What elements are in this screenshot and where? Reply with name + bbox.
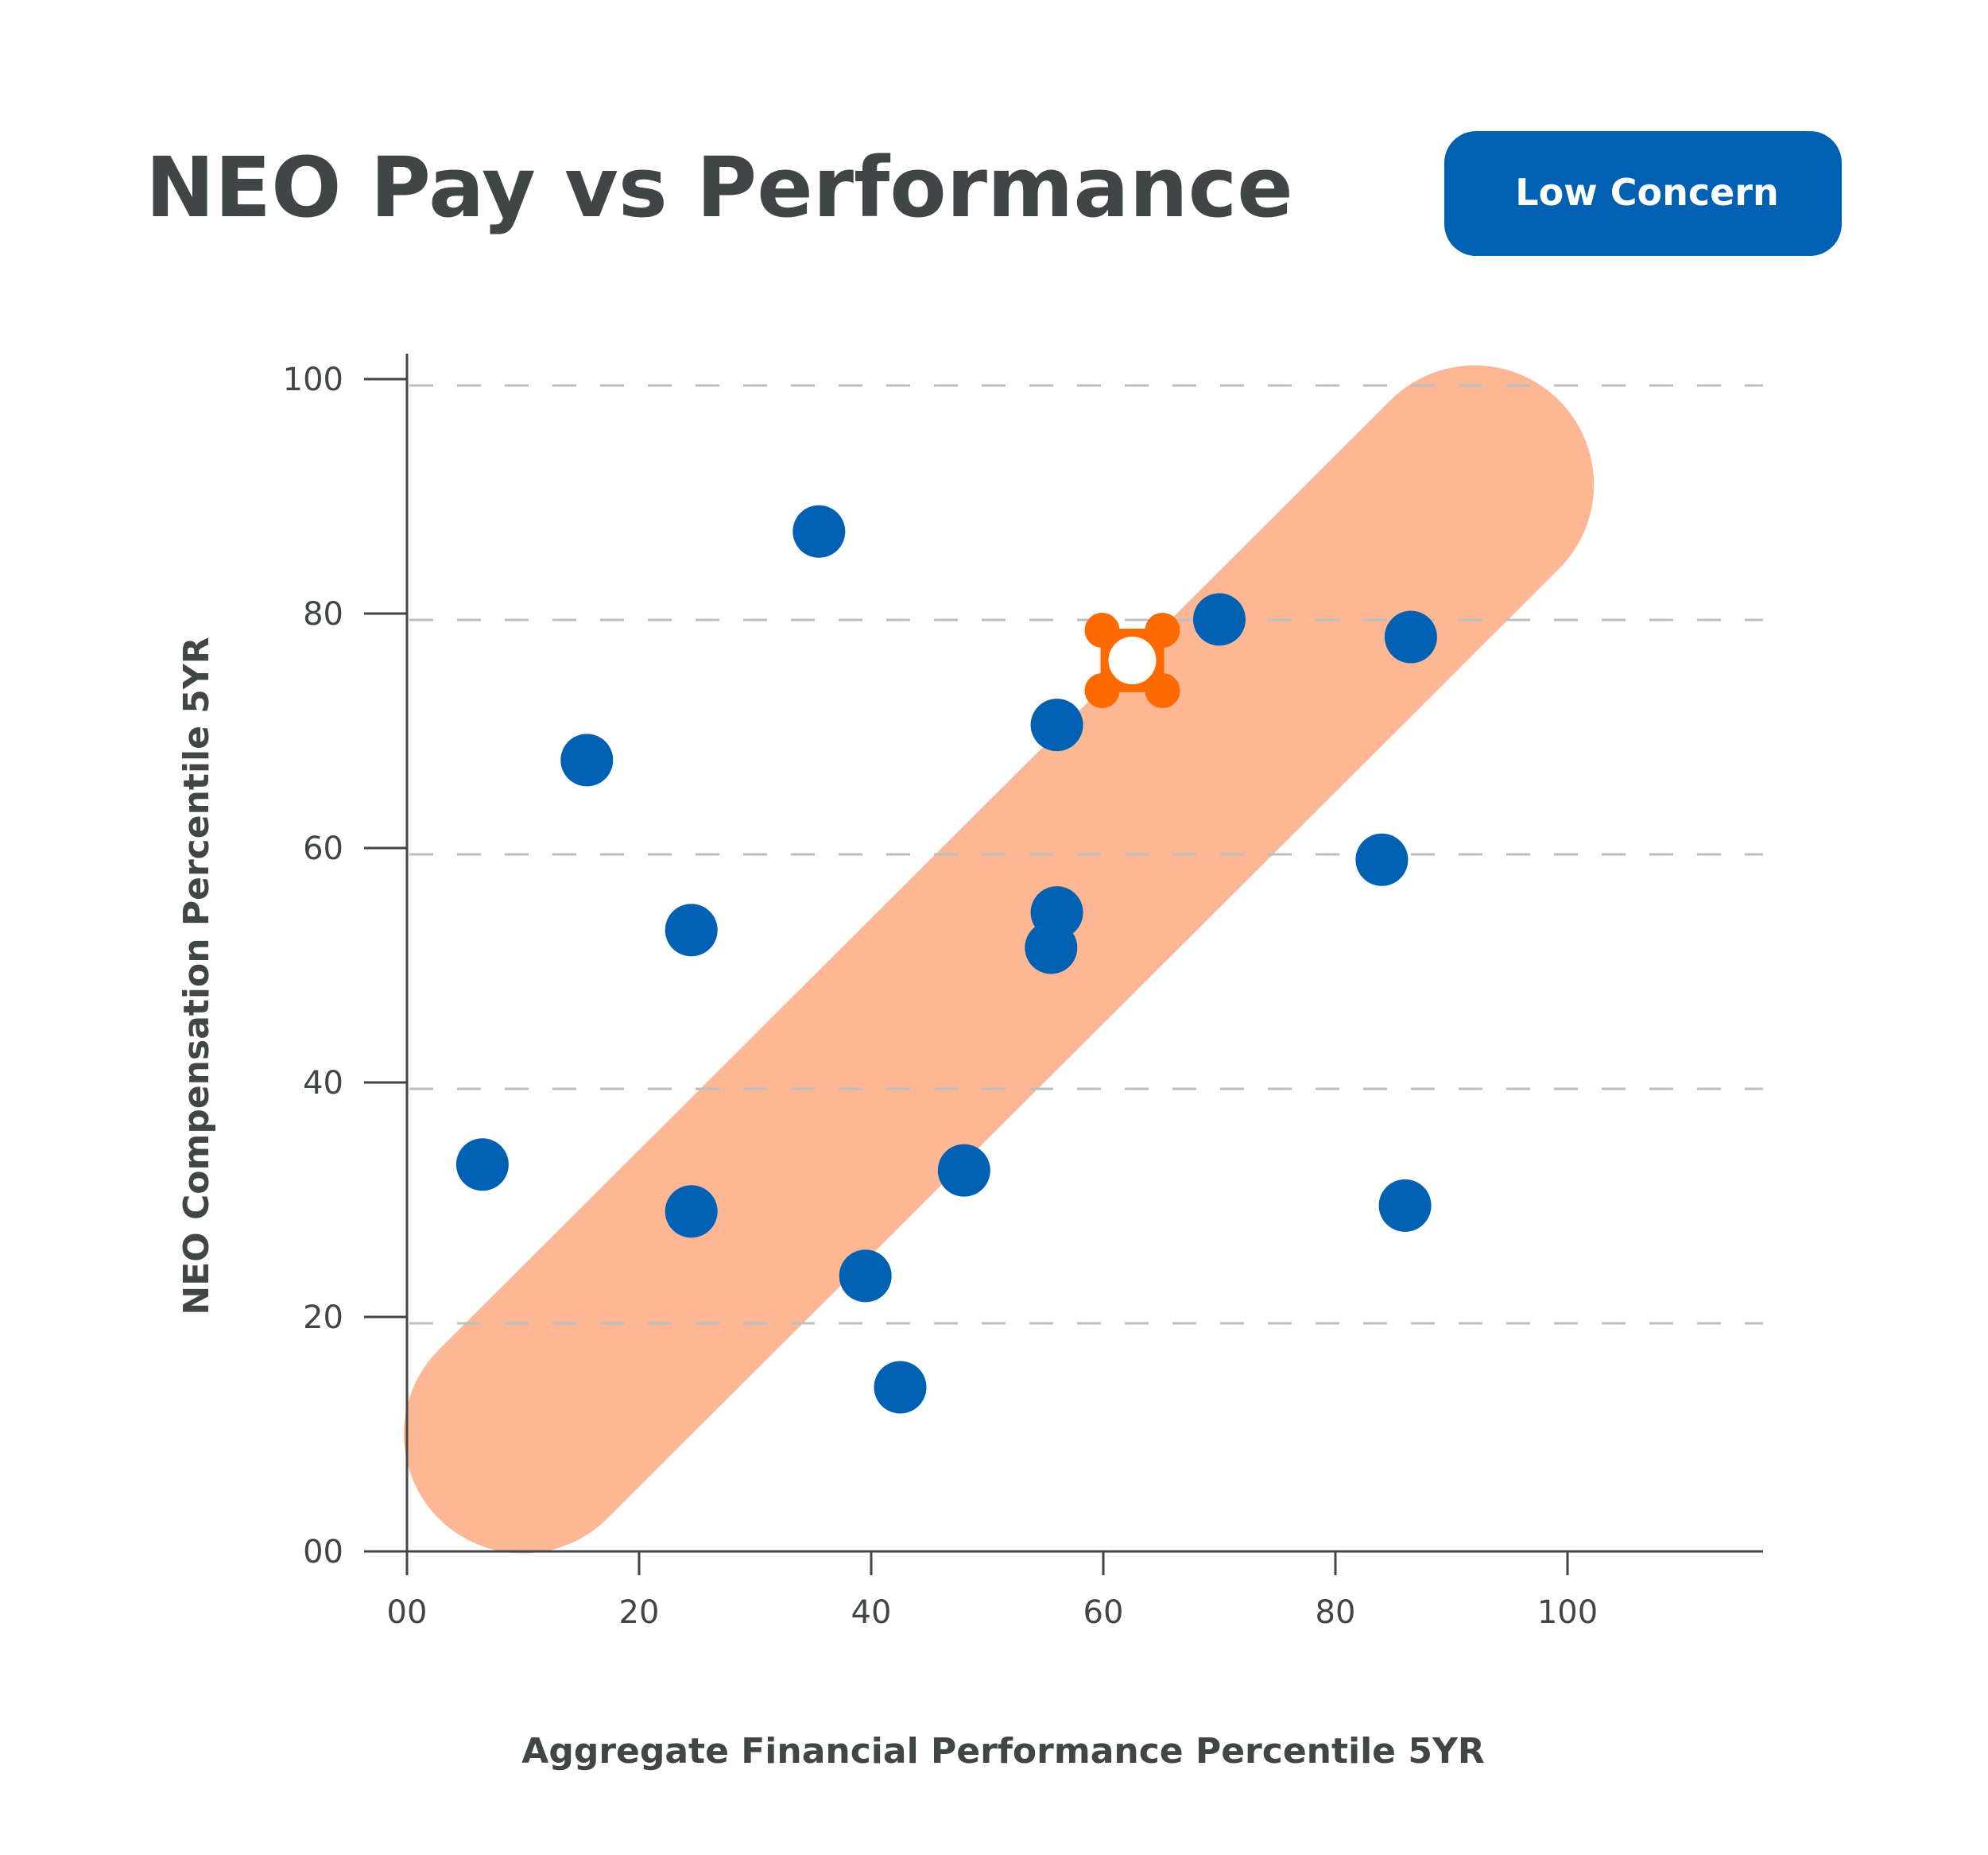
y-tick-label: 80	[303, 596, 343, 633]
x-tick-label: 60	[1083, 1594, 1124, 1631]
y-tick-label: 60	[303, 831, 343, 867]
y-tick-label: 100	[283, 362, 343, 398]
scatter-points	[455, 505, 1437, 1414]
data-point	[792, 505, 846, 558]
chart-title: NEO Pay vs Performance	[145, 139, 1293, 236]
alignment-band-layer	[404, 365, 1595, 1554]
grid-layer	[409, 384, 1763, 1325]
highlight-marker	[1084, 613, 1180, 708]
data-point	[1384, 610, 1437, 664]
x-axis-label: Aggregate Financial Performance Percenti…	[521, 1731, 1484, 1772]
y-axis-label: NEO Compensation Percentile 5YR	[176, 637, 217, 1315]
alignment-band	[404, 365, 1595, 1554]
data-point	[560, 734, 614, 787]
data-point	[1355, 833, 1409, 886]
data-point	[665, 1185, 718, 1238]
data-point	[1193, 593, 1246, 646]
data-point	[1025, 921, 1078, 974]
badge-label: Low Concern	[1515, 171, 1778, 214]
highlight-layer	[1084, 613, 1180, 708]
y-tick-label: 20	[303, 1299, 343, 1336]
x-tick-labels: 00 20 40 60 80 100	[387, 1594, 1599, 1631]
data-point	[874, 1361, 927, 1414]
x-tick-label: 20	[619, 1594, 660, 1631]
x-tick-label: 80	[1316, 1594, 1356, 1631]
y-tick-label: 40	[303, 1065, 343, 1102]
y-tick-label: 00	[303, 1534, 343, 1570]
data-point	[1030, 699, 1083, 752]
x-tick-label: 00	[387, 1594, 428, 1631]
y-tick-labels: 00 20 40 60 80 100	[283, 362, 343, 1570]
x-tick-label: 100	[1537, 1594, 1598, 1631]
axes-layer	[364, 354, 1763, 1575]
x-tick-label: 40	[851, 1594, 892, 1631]
highlight-center	[1108, 637, 1157, 684]
data-point	[455, 1138, 509, 1191]
badge-background	[1444, 131, 1842, 256]
data-point	[665, 904, 718, 957]
data-point	[1378, 1179, 1432, 1232]
data-point	[839, 1249, 892, 1303]
data-point	[937, 1144, 990, 1197]
concern-badge: Low Concern	[1444, 131, 1842, 256]
